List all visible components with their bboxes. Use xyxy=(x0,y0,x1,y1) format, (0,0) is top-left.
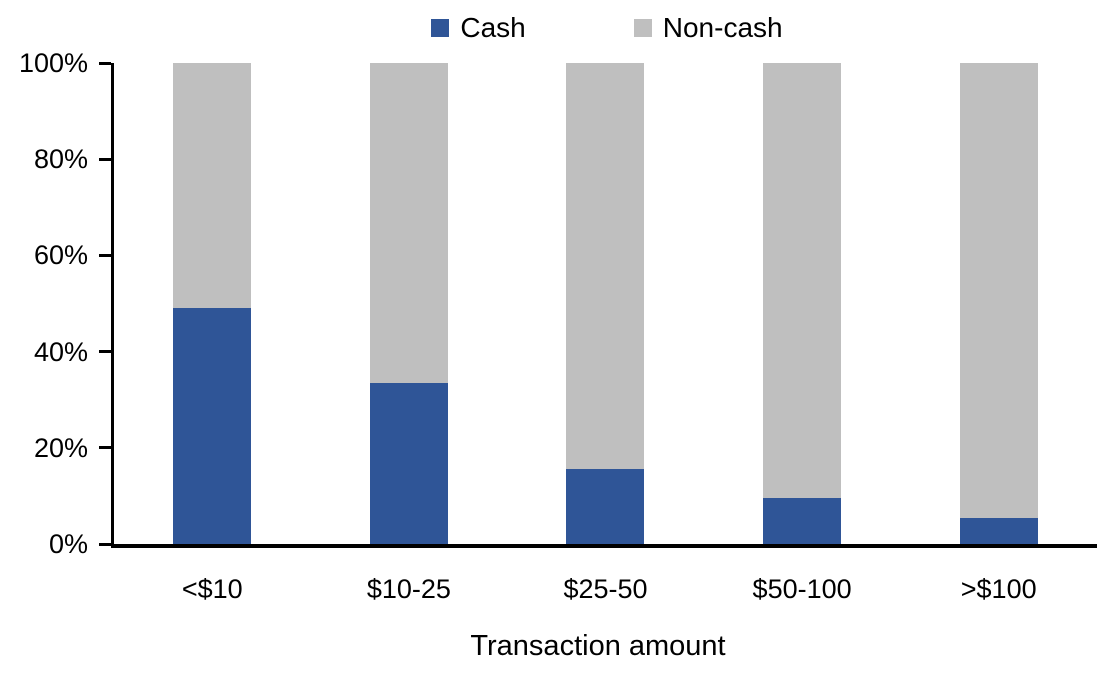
bar-slot xyxy=(900,63,1097,544)
y-axis-tick xyxy=(99,350,111,354)
y-axis-tick-label: 60% xyxy=(33,240,88,271)
x-axis-line xyxy=(111,544,1097,548)
bar-segment-noncash xyxy=(369,63,448,383)
x-axis-title: Transaction amount xyxy=(470,630,726,662)
y-axis-line xyxy=(111,63,114,548)
bar-segment-noncash xyxy=(566,63,645,470)
bar-segment-noncash xyxy=(763,63,842,499)
stacked-bar xyxy=(763,63,842,544)
bar-slot xyxy=(507,63,704,544)
x-axis-category-label: >$100 xyxy=(960,574,1037,604)
legend-item-noncash: Non-cash xyxy=(633,12,783,43)
y-axis-tick-label: 20% xyxy=(33,432,88,463)
legend-swatch-cash-icon xyxy=(431,19,450,37)
stacked-bar xyxy=(959,63,1038,544)
legend-swatch-noncash-icon xyxy=(633,19,652,37)
y-axis-tick-label: 40% xyxy=(33,336,88,367)
y-axis-tick xyxy=(99,446,111,450)
bar-segment-cash xyxy=(173,308,252,544)
plot-area xyxy=(114,63,1097,544)
stacked-bar xyxy=(566,63,645,544)
x-axis-category-label: $25-50 xyxy=(563,574,648,604)
bar-segment-noncash xyxy=(959,63,1038,518)
chart-legend: Cash Non-cash xyxy=(56,10,1102,46)
bar-segment-cash xyxy=(959,517,1038,544)
stacked-bar xyxy=(369,63,448,544)
bar-segment-noncash xyxy=(173,63,252,309)
bar-segment-cash xyxy=(566,469,645,544)
x-axis-category-label: $10-25 xyxy=(366,574,451,604)
legend-item-cash: Cash xyxy=(431,12,526,43)
x-axis-category-label: <$10 xyxy=(181,574,243,604)
bar-segment-cash xyxy=(763,498,842,544)
y-axis-tick-label: 80% xyxy=(33,144,88,175)
y-axis-tick-label: 0% xyxy=(48,529,88,559)
bar-slot xyxy=(114,63,311,544)
x-axis-category-label: $50-100 xyxy=(752,574,852,604)
bar-segment-cash xyxy=(369,382,448,544)
legend-label-noncash: Non-cash xyxy=(662,12,783,43)
bar-slot xyxy=(704,63,901,544)
bar-slot xyxy=(311,63,508,544)
legend-label-cash: Cash xyxy=(460,12,526,43)
y-axis-tick xyxy=(99,61,111,65)
y-axis-tick-label: 100% xyxy=(18,48,88,78)
y-axis-tick xyxy=(99,542,111,546)
y-axis-tick xyxy=(99,157,111,161)
y-axis-tick xyxy=(99,253,111,257)
stacked-bar xyxy=(173,63,252,544)
